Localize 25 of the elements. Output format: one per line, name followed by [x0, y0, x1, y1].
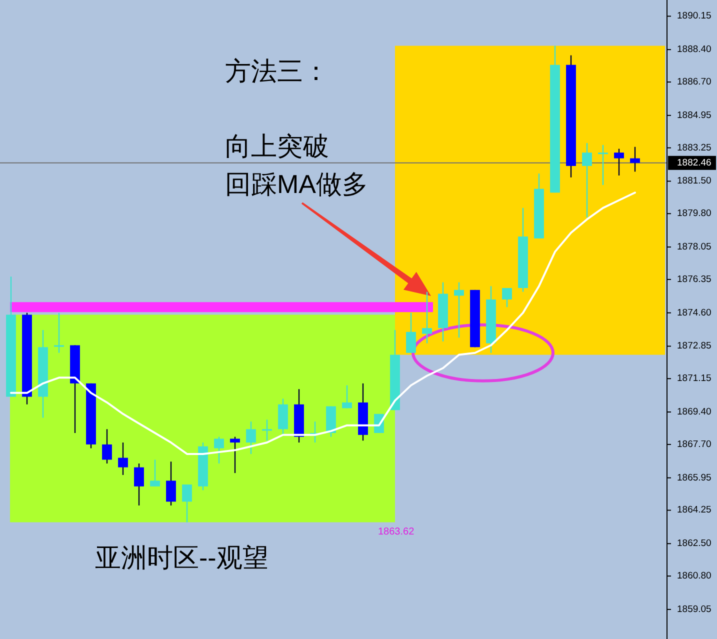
y-tick-label: 1871.15	[677, 373, 712, 384]
y-tick-label: 1874.60	[677, 307, 712, 318]
y-tick-label: 1879.80	[677, 208, 712, 220]
band-label: 亚洲时区--观望	[95, 542, 268, 572]
y-tick-label: 1862.50	[677, 538, 712, 550]
y-tick-label: 1876.35	[677, 274, 712, 285]
y-tick-label: 1884.95	[677, 110, 712, 121]
y-tick-label: 1865.95	[677, 472, 712, 484]
y-tick-label: 1881.50	[677, 176, 712, 187]
annotation: 向上突破	[225, 131, 329, 161]
y-tick-label: 1864.25	[677, 504, 712, 516]
y-tick-label: 1888.40	[677, 44, 712, 56]
y-tick-label: 1869.40	[677, 406, 712, 418]
y-tick-label: 1860.80	[677, 570, 712, 582]
y-tick-label: 1890.15	[677, 10, 712, 22]
y-tick-label: 1867.70	[677, 438, 712, 450]
y-tick-label: 1878.05	[677, 242, 712, 253]
y-tick-label: 1886.70	[677, 76, 712, 88]
y-tick-label: 1872.85	[677, 340, 712, 352]
annotation: 回踩MA做多	[225, 169, 368, 199]
y-tick-label: 1883.25	[677, 142, 712, 154]
annotation: 方法三：	[225, 56, 329, 86]
y-tick-label: 1859.05	[677, 604, 712, 615]
annotation: 1863.62	[378, 526, 415, 538]
ref-line-label: 1882.46	[677, 157, 712, 168]
